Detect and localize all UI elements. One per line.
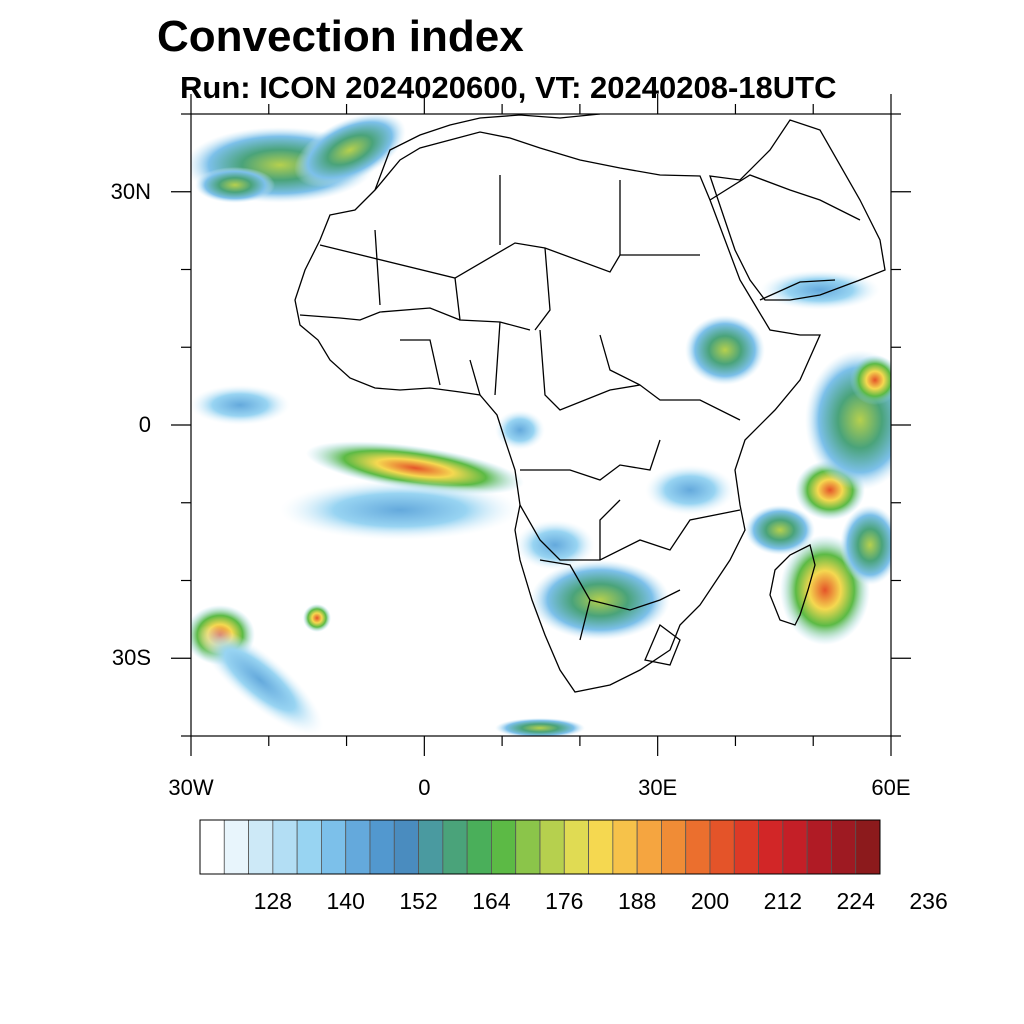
lon-label: 30W	[168, 775, 214, 800]
africa-coastline	[294, 131, 822, 693]
colorbar-swatch	[636, 819, 662, 875]
border	[454, 175, 621, 331]
colorbar-frame	[199, 819, 881, 875]
convection-area	[685, 315, 765, 385]
colorbar	[199, 819, 881, 875]
colorbar-label: 188	[617, 888, 657, 914]
colorbar-swatch	[563, 819, 589, 875]
colorbar-label: 224	[836, 888, 875, 914]
convection-area	[306, 441, 524, 495]
colorbar-swatch	[321, 819, 347, 875]
convection-area	[760, 270, 880, 310]
colorbar-swatch	[296, 819, 322, 875]
colorbar-label: 164	[472, 888, 511, 914]
colorbar-swatch	[248, 819, 274, 875]
colorbar-swatch	[709, 819, 735, 875]
convection-area	[294, 114, 406, 188]
lon-label: 0	[418, 775, 431, 800]
convection-area	[745, 505, 815, 555]
border	[494, 321, 741, 421]
colorbar-label: 236	[909, 888, 948, 914]
colorbar-label: 176	[545, 888, 584, 914]
border	[319, 229, 700, 306]
lat-label: 0	[138, 412, 151, 437]
convection-area	[495, 718, 585, 736]
colorbar-swatch	[199, 819, 225, 875]
convection-area	[530, 560, 670, 640]
madagascar-coastline	[769, 544, 816, 626]
colorbar-swatch	[733, 819, 759, 875]
colorbar-swatch	[806, 819, 832, 875]
colorbar-label: 128	[253, 888, 293, 914]
convection-area	[196, 625, 324, 735]
europe-coastline	[374, 114, 601, 191]
colorbar-swatch	[782, 819, 808, 875]
border	[299, 307, 481, 396]
convection-area	[840, 505, 891, 585]
colorbar-swatch	[369, 819, 395, 875]
colorbar-swatch	[442, 819, 468, 875]
colorbar-swatch	[393, 819, 419, 875]
colorbar-swatch	[515, 819, 541, 875]
arabia-coastline	[709, 119, 886, 301]
colorbar-label: 212	[763, 888, 803, 914]
convection-area	[280, 480, 520, 540]
convection-area	[495, 410, 545, 450]
lon-label: 30E	[638, 775, 678, 800]
colorbar-label: 200	[690, 888, 730, 914]
lat-label: 30S	[111, 645, 151, 671]
lon-label: 60E	[871, 775, 911, 800]
border	[644, 623, 681, 666]
border	[709, 174, 861, 301]
convection-area	[195, 167, 275, 203]
colorbar-swatch	[345, 819, 371, 875]
border	[519, 439, 741, 561]
colorbar-swatch	[588, 819, 614, 875]
colorbar-swatch	[466, 819, 492, 875]
colorbar-label: 152	[399, 888, 438, 914]
convection-area	[850, 355, 891, 405]
border	[539, 499, 681, 641]
colorbar-swatch	[758, 819, 784, 875]
colorbar-swatch	[612, 819, 638, 875]
convection-area	[303, 604, 331, 632]
chart-subtitle: Run: ICON 2024020600, VT: 20240208-18UTC	[180, 70, 837, 105]
colorbar-swatch	[685, 819, 711, 875]
colorbar-swatch	[855, 819, 881, 875]
colorbar-swatch	[831, 819, 857, 875]
lat-label: 30N	[110, 178, 151, 204]
chart-title: Convection index	[157, 12, 524, 61]
convection-area	[191, 385, 290, 425]
colorbar-swatch	[418, 819, 444, 875]
colorbar-swatch	[539, 819, 565, 875]
convection-field	[191, 114, 891, 736]
colorbar-swatch	[491, 819, 517, 875]
colorbar-swatch	[661, 819, 687, 875]
coastlines	[294, 114, 886, 693]
colorbar-swatch	[272, 819, 298, 875]
convection-area	[645, 465, 735, 515]
colorbar-swatch	[223, 819, 249, 875]
colorbar-label: 140	[326, 888, 365, 914]
axis-ticks	[171, 94, 911, 756]
